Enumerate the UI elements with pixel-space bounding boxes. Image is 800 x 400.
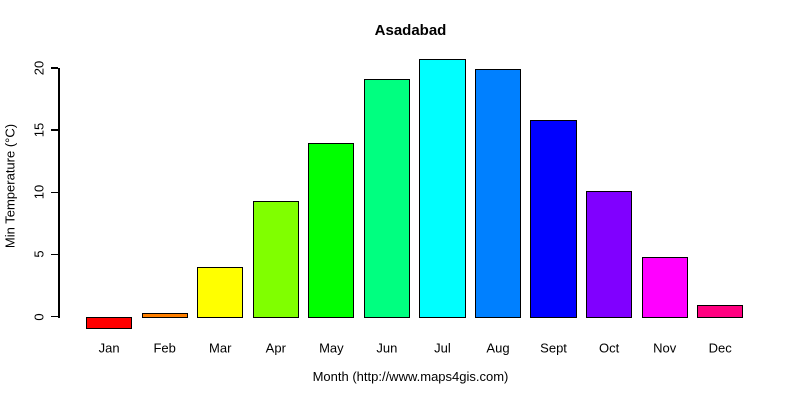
bar-mar	[197, 266, 244, 318]
bar-jun	[363, 79, 411, 318]
x-category-label: Aug	[486, 340, 510, 356]
y-tick	[51, 315, 58, 318]
x-category-label: Mar	[209, 340, 232, 356]
bar-aug	[474, 69, 522, 318]
bar-dec	[697, 305, 744, 318]
x-category-label: Sept	[540, 340, 567, 356]
x-category-label: Jun	[376, 340, 398, 356]
bar-oct	[585, 191, 633, 318]
y-tick-label: 0	[31, 312, 47, 321]
x-category-label: Jul	[434, 340, 451, 356]
y-tick	[51, 191, 58, 194]
x-category-label: Oct	[598, 340, 620, 356]
bar-apr	[252, 200, 299, 318]
y-axis-label: Min Temperature (°C)	[2, 123, 18, 249]
x-category-label: May	[319, 340, 344, 356]
y-tick	[51, 129, 58, 131]
y-tick	[51, 253, 58, 256]
y-tick-label: 5	[31, 250, 47, 259]
x-category-label: Nov	[653, 340, 677, 356]
x-category-label: Feb	[153, 340, 176, 356]
chart-title: Asadabad	[374, 22, 447, 39]
x-category-label: Apr	[265, 340, 286, 356]
y-axis-line	[58, 68, 60, 318]
bar-feb	[141, 312, 188, 318]
bar-jan	[86, 316, 133, 330]
y-tick-label: 10	[31, 185, 47, 200]
y-tick	[51, 67, 58, 69]
y-tick-label: 15	[31, 122, 47, 138]
bar-nov	[641, 256, 688, 318]
bar-may	[308, 142, 355, 318]
bar-sept	[530, 120, 577, 318]
y-tick-label: 20	[31, 60, 47, 76]
x-category-label: Dec	[708, 340, 732, 356]
bar-jul	[419, 59, 466, 318]
x-axis-label: Month (http://www.maps4gis.com)	[312, 369, 509, 384]
x-category-label: Jan	[98, 340, 120, 356]
